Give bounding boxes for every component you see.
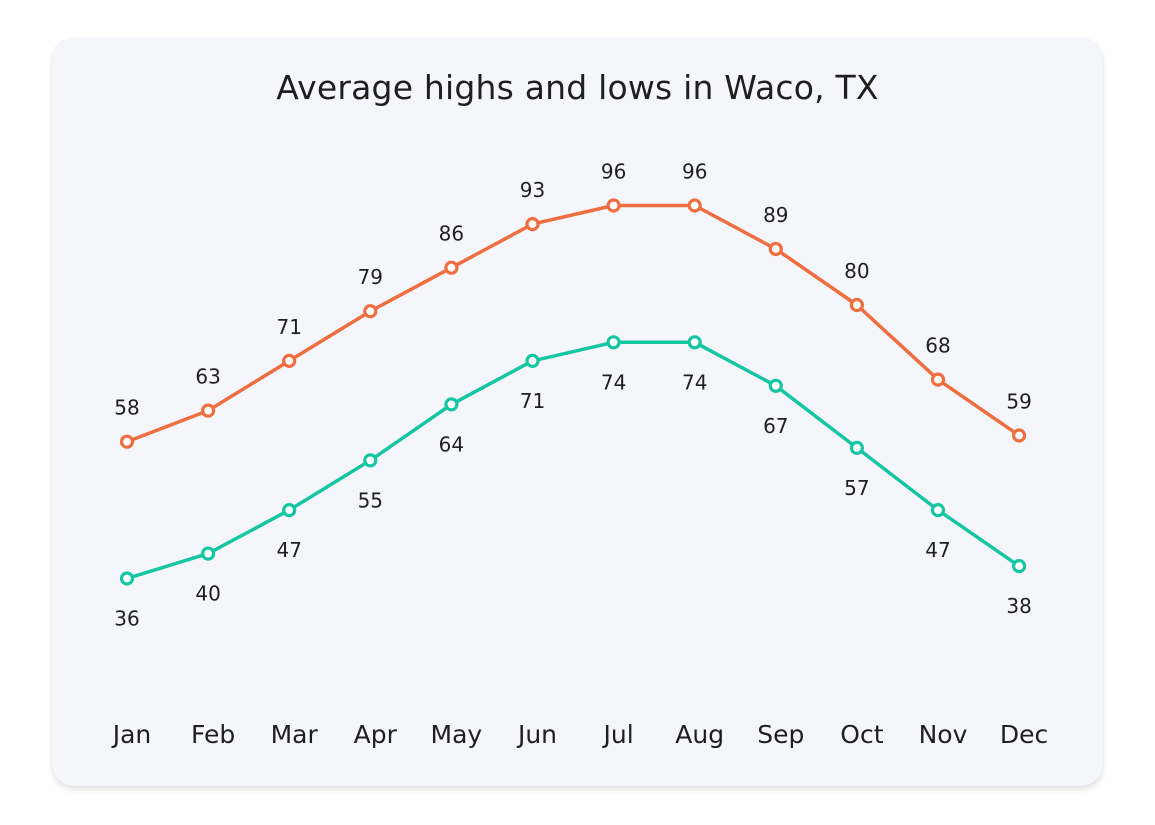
x-tick-label: Dec — [1000, 720, 1048, 749]
data-label: 89 — [763, 203, 788, 227]
chart-card — [52, 38, 1103, 786]
data-label: 71 — [276, 315, 301, 339]
data-label: 36 — [114, 607, 139, 631]
data-point — [282, 353, 297, 368]
data-label: 96 — [682, 160, 707, 184]
x-tick-label: May — [431, 720, 483, 749]
data-point — [525, 353, 540, 368]
data-point — [119, 571, 135, 586]
data-label: 40 — [195, 582, 220, 606]
data-point — [201, 403, 216, 418]
x-tick-label: Jan — [111, 720, 152, 749]
data-point — [687, 335, 702, 350]
x-tick-label: Mar — [271, 720, 319, 749]
data-label: 57 — [844, 476, 869, 500]
data-point — [444, 397, 459, 412]
x-tick-label: Sep — [757, 720, 804, 749]
x-tick-label: Nov — [919, 720, 968, 749]
data-label: 47 — [276, 538, 301, 562]
data-point — [363, 304, 378, 319]
data-label: 80 — [844, 259, 869, 283]
data-label: 74 — [682, 370, 707, 394]
data-point — [1011, 558, 1027, 574]
data-label: 67 — [763, 414, 788, 438]
series-1: 36 40 47 55 64 71 74 74 67 57 47 38 — [114, 335, 1032, 631]
data-point — [525, 217, 540, 232]
data-label: 64 — [439, 432, 464, 456]
data-point — [930, 503, 946, 518]
data-point — [849, 297, 865, 313]
series-layer: 58 63 71 79 86 93 96 96 89 80 68 59 36 40 47 55 64 71 74 74… — [114, 160, 1032, 631]
series-0: 58 63 71 79 86 93 96 96 89 80 68 59 — [114, 160, 1032, 449]
data-label: 68 — [925, 334, 950, 358]
series-line — [125, 203, 1021, 444]
x-axis-ticks: Jan Feb Mar Apr May Jun Jul Aug Sep Oct Nov Dec — [111, 720, 1049, 749]
data-point — [930, 372, 946, 387]
data-point — [201, 546, 216, 561]
data-point — [444, 260, 459, 275]
x-tick-label: Aug — [675, 720, 724, 749]
data-point — [606, 198, 621, 213]
x-tick-label: Feb — [191, 720, 235, 749]
data-point — [768, 241, 783, 257]
data-label: 93 — [520, 178, 545, 202]
data-label: 96 — [601, 160, 626, 184]
chart-title: Average highs and lows in Waco, TX — [276, 68, 879, 107]
series-line — [125, 340, 1021, 581]
x-tick-label: Oct — [840, 720, 883, 749]
data-label: 79 — [358, 265, 383, 289]
data-point — [1011, 428, 1027, 443]
x-tick-label: Jun — [516, 720, 557, 749]
data-label: 55 — [358, 488, 383, 512]
data-label: 74 — [601, 370, 626, 394]
data-point — [606, 335, 621, 350]
x-tick-label: Jul — [602, 720, 634, 749]
data-label: 59 — [1006, 390, 1031, 414]
data-label: 63 — [195, 365, 220, 389]
data-label: 86 — [439, 222, 464, 246]
data-point — [849, 440, 865, 455]
data-point — [363, 453, 378, 468]
data-point — [768, 378, 783, 393]
x-tick-label: Apr — [354, 720, 398, 749]
data-point — [687, 198, 702, 213]
data-label: 38 — [1006, 594, 1031, 618]
data-label: 47 — [925, 538, 950, 562]
data-label: 58 — [114, 396, 139, 420]
data-point — [119, 434, 135, 449]
data-point — [282, 503, 297, 518]
data-label: 71 — [520, 389, 545, 413]
